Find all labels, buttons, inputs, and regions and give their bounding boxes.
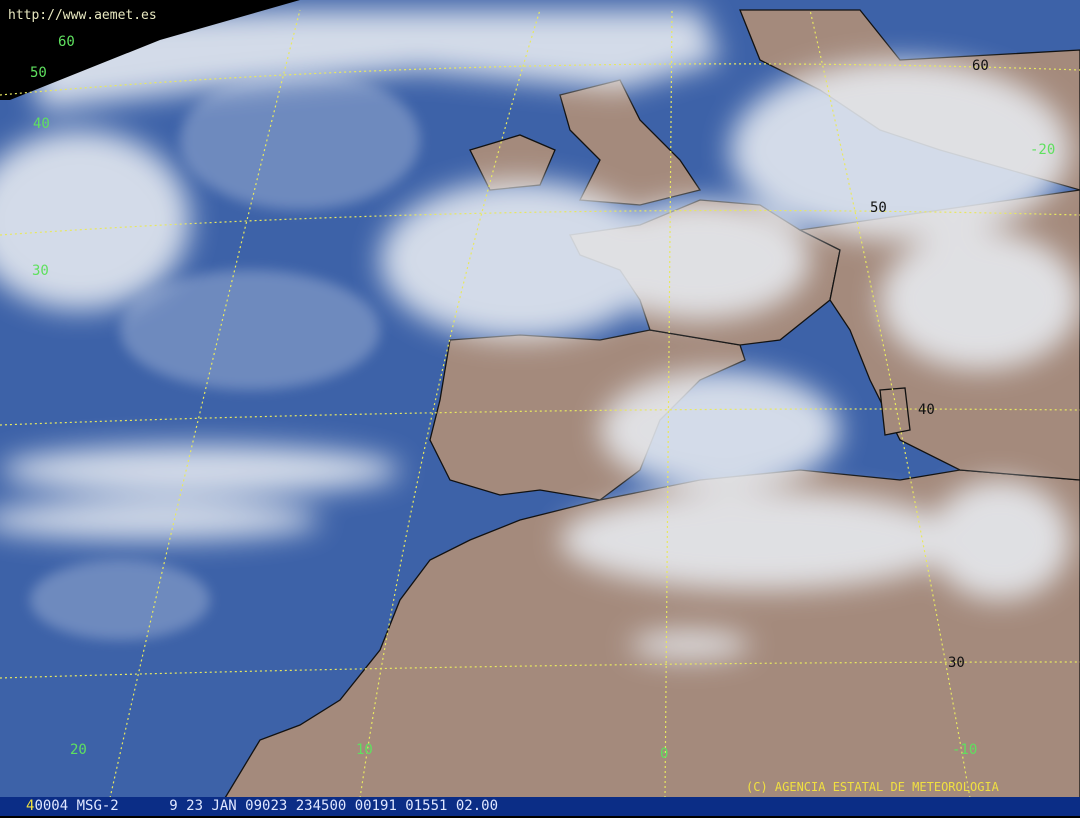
- latitude-label-50: 50: [870, 200, 887, 216]
- image-metadata: 0004 MSG-2 9 23 JAN 09023 234500 00191 0…: [34, 798, 499, 814]
- longitude-label-0: 0: [660, 746, 669, 762]
- scattered-cloud: [30, 70, 420, 640]
- latitude-label-30: 30: [948, 655, 965, 671]
- longitude-label-minus-10: -10: [952, 742, 978, 758]
- longitude-label-60: 60: [58, 34, 75, 50]
- source-url: http://www.aemet.es: [8, 8, 157, 23]
- copyright-notice: (C) AGENCIA ESTATAL DE METEOROLOGIA: [746, 780, 999, 794]
- longitude-label-10: 10: [356, 742, 373, 758]
- status-bar: 40004 MSG-2 9 23 JAN 09023 234500 00191 …: [0, 797, 1080, 816]
- latitude-label-40: 40: [918, 402, 935, 418]
- longitude-label-20: 20: [70, 742, 87, 758]
- lat-lon-grid: [0, 9, 1080, 799]
- longitude-label-30: 30: [32, 263, 49, 279]
- longitude-label-40: 40: [33, 116, 50, 132]
- cloud-cover: [0, 10, 1080, 659]
- longitude-label-minus-20: -20: [1030, 142, 1056, 158]
- space-corner: [0, 0, 300, 100]
- channel-number: 4: [26, 798, 35, 814]
- latitude-label-60: 60: [972, 58, 989, 74]
- longitude-label-50: 50: [30, 65, 47, 81]
